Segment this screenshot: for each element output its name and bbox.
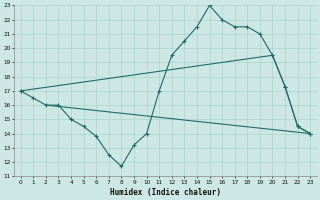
X-axis label: Humidex (Indice chaleur): Humidex (Indice chaleur) (110, 188, 221, 197)
